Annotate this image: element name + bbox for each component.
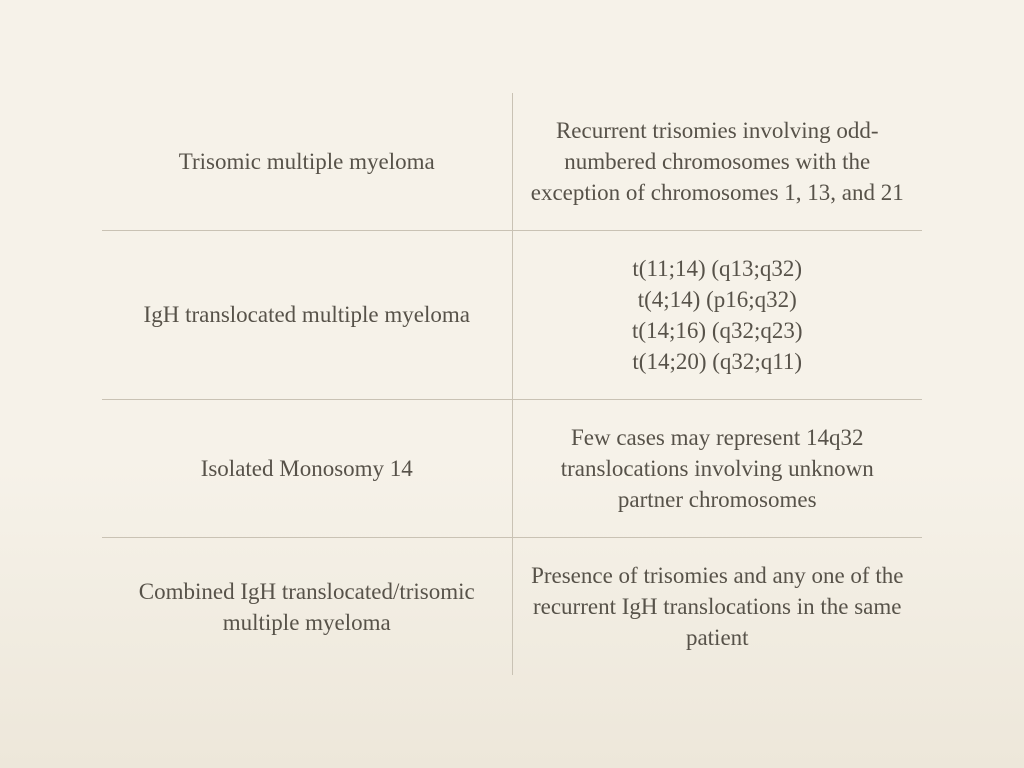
- table-row: Trisomic multiple myeloma Recurrent tris…: [102, 93, 922, 231]
- category-text: Isolated Monosomy 14: [201, 453, 413, 484]
- description-cell: Presence of trisomies and any one of the…: [513, 538, 923, 675]
- table-row: IgH translocated multiple myeloma t(11;1…: [102, 231, 922, 400]
- category-text: Combined IgH translocated/trisomic multi…: [120, 576, 494, 638]
- description-cell: Few cases may represent 14q32 translocat…: [513, 400, 923, 537]
- description-text: Recurrent trisomies involving odd-number…: [531, 115, 905, 208]
- translocation-line: t(11;14) (q13;q32): [632, 253, 802, 284]
- description-cell: t(11;14) (q13;q32) t(4;14) (p16;q32) t(1…: [513, 231, 923, 399]
- translocation-line: t(14;20) (q32;q11): [632, 346, 802, 377]
- category-cell: Isolated Monosomy 14: [102, 400, 513, 537]
- category-cell: Trisomic multiple myeloma: [102, 93, 513, 230]
- category-cell: IgH translocated multiple myeloma: [102, 231, 513, 399]
- description-cell: Recurrent trisomies involving odd-number…: [513, 93, 923, 230]
- table-row: Combined IgH translocated/trisomic multi…: [102, 538, 922, 675]
- category-cell: Combined IgH translocated/trisomic multi…: [102, 538, 513, 675]
- myeloma-classification-table: Trisomic multiple myeloma Recurrent tris…: [102, 93, 922, 676]
- category-text: Trisomic multiple myeloma: [179, 146, 435, 177]
- description-text: Few cases may represent 14q32 translocat…: [531, 422, 905, 515]
- translocation-line: t(4;14) (p16;q32): [638, 284, 797, 315]
- table-row: Isolated Monosomy 14 Few cases may repre…: [102, 400, 922, 538]
- translocation-line: t(14;16) (q32;q23): [632, 315, 803, 346]
- description-text: Presence of trisomies and any one of the…: [531, 560, 905, 653]
- category-text: IgH translocated multiple myeloma: [144, 299, 470, 330]
